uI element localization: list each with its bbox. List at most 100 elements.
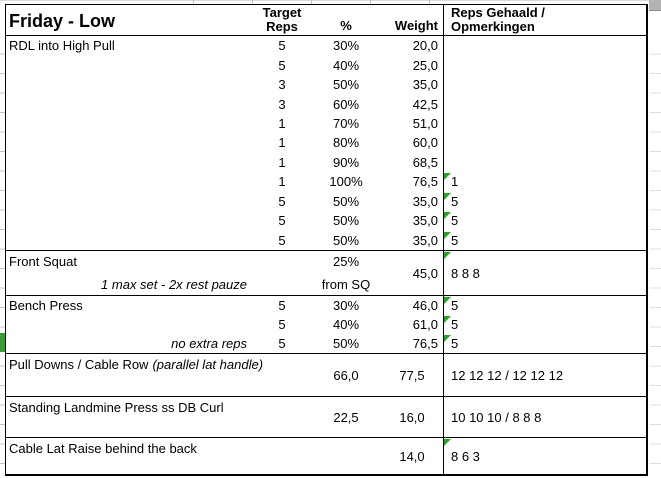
value-cell[interactable]: 22,5 — [333, 409, 359, 425]
corner-block — [649, 0, 661, 11]
error-flag-icon — [444, 297, 451, 304]
percent-cell[interactable]: 50% — [332, 232, 360, 248]
target-reps-cell[interactable]: 3 — [278, 96, 286, 112]
column-header-percent[interactable]: % — [340, 18, 352, 33]
section-front-squat: Front Squat 1 max set - 2x rest pauze 25… — [6, 251, 646, 296]
percent-cell[interactable]: 50% — [332, 193, 360, 209]
exercise-name-cell[interactable]: Bench Press — [9, 298, 83, 313]
row-gridline-ticks — [0, 35, 5, 475]
weight-cell[interactable]: 42,5 — [412, 96, 438, 112]
table-row: 5 50% 35,0 5 — [6, 192, 646, 211]
weight-cell[interactable]: 51,0 — [412, 116, 438, 132]
column-header-weight[interactable]: Weight — [394, 18, 438, 33]
percent-cell[interactable]: from SQ — [321, 277, 371, 292]
percent-cell[interactable]: 40% — [332, 57, 360, 73]
row-gridline-ticks — [650, 35, 661, 475]
result-cell[interactable]: 5 — [451, 213, 459, 229]
target-reps-cell[interactable]: 5 — [278, 193, 286, 209]
section-pull-downs-cable-row: Pull Downs / Cable Row (parallel lat han… — [6, 354, 646, 397]
error-flag-icon — [444, 252, 451, 259]
percent-cell[interactable]: 70% — [332, 116, 360, 132]
target-reps-cell[interactable]: 1 — [278, 135, 286, 151]
column-header-target-reps[interactable]: Target Reps — [262, 5, 302, 34]
weight-cell[interactable]: 14,0 — [399, 448, 425, 464]
result-cell[interactable]: 5 — [451, 317, 459, 332]
weight-cell[interactable]: 20,0 — [412, 38, 438, 54]
workout-table: Friday - Low Target Reps % Weight Reps G… — [5, 4, 648, 476]
percent-cell[interactable]: 30% — [332, 298, 360, 313]
table-row: 1 70% 51,0 — [6, 114, 646, 133]
error-flag-icon — [444, 316, 451, 323]
sheet-title[interactable]: Friday - Low — [9, 11, 116, 31]
table-row: 5 40% 25,0 — [6, 55, 646, 74]
percent-cell[interactable]: 40% — [332, 317, 360, 332]
weight-cell[interactable]: 35,0 — [412, 193, 438, 209]
percent-cell[interactable]: 80% — [332, 135, 360, 151]
weight-cell[interactable]: 25,0 — [412, 57, 438, 73]
column-header-reps-gehaald[interactable]: Reps Gehaald / Opmerkingen — [451, 5, 545, 34]
weight-cell[interactable]: 68,5 — [412, 154, 438, 170]
weight-cell[interactable]: 35,0 — [412, 213, 438, 229]
note-cell[interactable]: no extra reps — [171, 336, 247, 351]
exercise-name-cell[interactable]: Cable Lat Raise behind the back — [9, 441, 197, 456]
table-row: 1 80% 60,0 — [6, 133, 646, 152]
column-divider — [443, 5, 444, 474]
percent-cell[interactable]: 50% — [332, 336, 360, 351]
target-reps-cell[interactable]: 5 — [278, 317, 286, 332]
target-reps-cell[interactable]: 5 — [278, 232, 286, 248]
percent-cell[interactable]: 30% — [332, 38, 360, 54]
grid-tick — [252, 0, 253, 4]
exercise-name-cell[interactable]: Standing Landmine Press ss DB Curl — [9, 400, 224, 415]
result-cell[interactable]: 8 8 8 — [451, 265, 480, 281]
weight-cell[interactable]: 45,0 — [412, 265, 438, 281]
percent-cell[interactable]: 60% — [332, 96, 360, 112]
target-reps-cell[interactable]: 5 — [278, 213, 286, 229]
target-reps-cell[interactable]: 5 — [278, 57, 286, 73]
header-row: Friday - Low Target Reps % Weight Reps G… — [6, 5, 646, 36]
target-reps-cell[interactable]: 1 — [278, 174, 286, 190]
target-reps-cell[interactable]: 1 — [278, 116, 286, 132]
weight-cell[interactable]: 76,5 — [412, 174, 438, 190]
result-cell[interactable]: 5 — [451, 336, 459, 351]
weight-cell[interactable]: 77,5 — [399, 367, 425, 383]
percent-cell[interactable]: 25% — [332, 254, 360, 269]
weight-cell[interactable]: 46,0 — [412, 298, 438, 313]
exercise-name-cell[interactable]: Pull Downs / Cable Row (parallel lat han… — [9, 357, 264, 372]
result-cell[interactable]: 5 — [451, 298, 459, 313]
weight-cell[interactable]: 35,0 — [412, 77, 438, 93]
result-cell[interactable]: 10 10 10 / 8 8 8 — [451, 409, 542, 425]
target-reps-cell[interactable]: 5 — [278, 336, 286, 351]
result-cell[interactable]: 5 — [451, 232, 459, 248]
green-marker-cell — [0, 333, 5, 352]
target-reps-cell[interactable]: 5 — [278, 298, 286, 313]
grid-tick — [370, 0, 371, 4]
result-cell[interactable]: 8 6 3 — [451, 448, 480, 464]
exercise-name-cell[interactable]: Front Squat — [9, 254, 77, 269]
error-flag-icon — [444, 192, 451, 200]
weight-cell[interactable]: 76,5 — [412, 336, 438, 351]
note-cell[interactable]: 1 max set - 2x rest pauze — [101, 277, 247, 292]
grid-tick — [311, 0, 312, 4]
result-cell[interactable]: 1 — [451, 174, 459, 190]
weight-cell[interactable]: 61,0 — [412, 317, 438, 332]
percent-cell[interactable]: 50% — [332, 213, 360, 229]
exercise-name-cell[interactable]: RDL into High Pull — [9, 38, 115, 54]
weight-cell[interactable]: 16,0 — [399, 409, 425, 425]
result-cell[interactable]: 12 12 12 / 12 12 12 — [451, 367, 564, 383]
target-reps-cell[interactable]: 5 — [278, 38, 286, 54]
value-cell[interactable]: 66,0 — [333, 367, 359, 383]
percent-cell[interactable]: 90% — [332, 154, 360, 170]
grid-hairline — [0, 0, 661, 1]
section-rdl-into-high-pull: RDL into High Pull 5 30% 20,0 5 40% 25,0… — [6, 36, 646, 251]
target-reps-cell[interactable]: 3 — [278, 77, 286, 93]
weight-cell[interactable]: 60,0 — [412, 135, 438, 151]
section-standing-landmine-press: Standing Landmine Press ss DB Curl 22,5 … — [6, 397, 646, 438]
weight-cell[interactable]: 35,0 — [412, 232, 438, 248]
percent-cell[interactable]: 50% — [332, 77, 360, 93]
error-flag-icon — [444, 335, 451, 342]
target-reps-cell[interactable]: 1 — [278, 154, 286, 170]
table-row: 3 60% 42,5 — [6, 94, 646, 113]
result-cell[interactable]: 5 — [451, 193, 459, 209]
percent-cell[interactable]: 100% — [329, 174, 363, 190]
